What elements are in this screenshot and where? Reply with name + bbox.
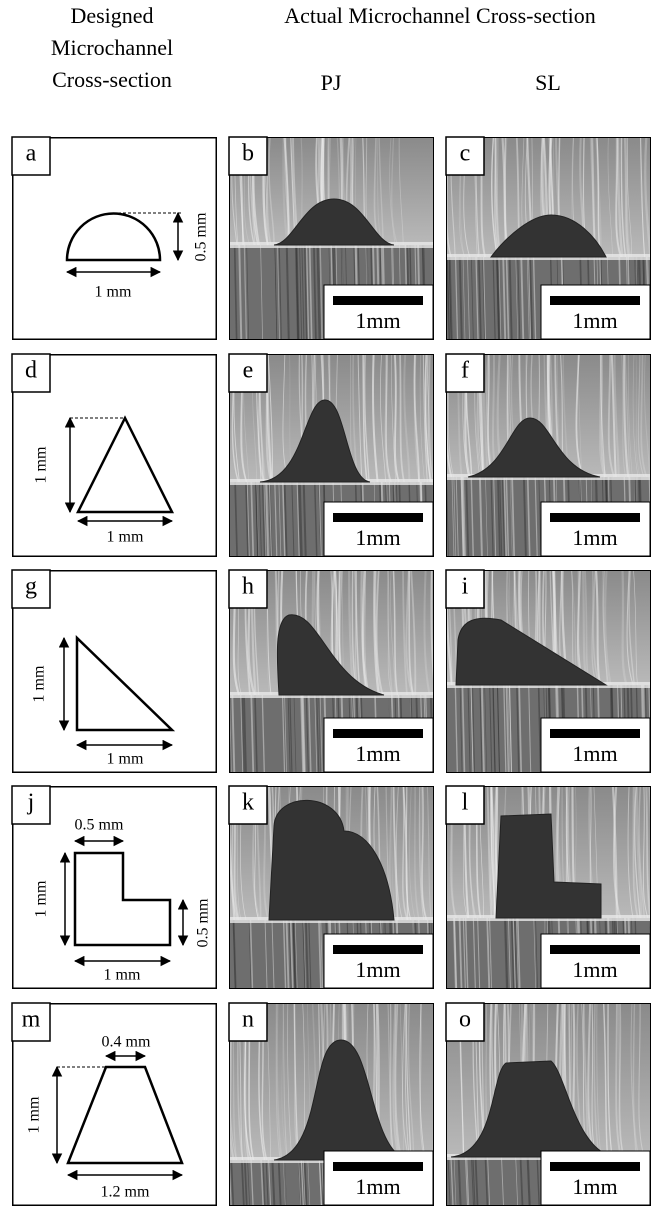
dimension-label: 1 mm <box>107 529 144 546</box>
scale-bar <box>333 729 423 738</box>
designed-panel: 0.5 mm 1 mm 0.5 mm 1 mm j <box>12 786 216 988</box>
dimension-label: 1 mm <box>31 665 48 702</box>
dimension-label: 1 mm <box>95 284 132 301</box>
scale-bar <box>333 1162 423 1171</box>
dimension-label: 1 mm <box>107 751 144 768</box>
header-designed: Designed <box>70 3 153 28</box>
dimension-label: 1 mm <box>33 446 50 483</box>
micrograph-panel: 1mm b <box>229 137 434 340</box>
scale-label: 1mm <box>355 741 400 766</box>
micrograph-panel: 1mm n <box>229 1003 435 1206</box>
scale-bar <box>333 945 423 954</box>
panel-letter: n <box>242 1007 254 1033</box>
scale-label: 1mm <box>355 308 400 333</box>
dimension-label: 0.4 mm <box>102 1034 151 1051</box>
scale-bar <box>333 296 423 305</box>
scale-label: 1mm <box>355 525 400 550</box>
figure: Designed Microchannel Cross-section Actu… <box>0 0 655 1206</box>
scale-label: 1mm <box>355 957 400 982</box>
designed-panel: 0.4 mm 1 mm 1.2 mm m <box>12 1003 216 1205</box>
panel-letter: g <box>25 574 37 600</box>
panel-letter: l <box>462 790 469 816</box>
header-designed: Microchannel <box>51 35 173 60</box>
scale-label: 1mm <box>572 525 617 550</box>
panel-letter: a <box>26 141 37 167</box>
dimension-label: 1.2 mm <box>101 1184 150 1201</box>
scale-bar <box>550 513 640 522</box>
panel-letter: e <box>243 358 254 384</box>
dimension-label: 1 mm <box>26 1096 43 1133</box>
dimension-label: 0.5 mm <box>195 898 212 947</box>
panel-letter: k <box>242 790 254 816</box>
streak <box>434 695 436 773</box>
scale-label: 1mm <box>572 1174 617 1199</box>
scale-bar <box>550 296 640 305</box>
panel-letter: o <box>459 1007 471 1033</box>
panel-letter: f <box>461 358 469 384</box>
micrograph-panel: 1mm h <box>229 570 436 773</box>
micrograph-panel: 1mm o <box>446 1003 653 1206</box>
designed-panel: 0.5 mm 1 mm a <box>12 137 216 339</box>
dimension-label: 1 mm <box>104 967 141 984</box>
scale-bar <box>550 945 640 954</box>
scale-label: 1mm <box>355 1174 400 1199</box>
scale-label: 1mm <box>572 308 617 333</box>
panel-letter: j <box>27 790 35 816</box>
micrograph-panel: 1mm l <box>446 786 653 989</box>
panel-letter: m <box>22 1007 41 1033</box>
designed-panel: 1 mm 1 mm g <box>12 570 216 772</box>
dimension-label: 1 mm <box>33 880 50 917</box>
column-label: PJ <box>321 70 342 95</box>
dimension-label: 0.5 mm <box>193 212 210 261</box>
scale-bar <box>550 1162 640 1171</box>
micrograph-panel: 1mm f <box>446 354 651 557</box>
header-designed: Cross-section <box>52 67 172 92</box>
scale-label: 1mm <box>572 957 617 982</box>
micrograph-panel: 1mm e <box>229 354 434 557</box>
designed-panel: 1 mm 1 mm d <box>12 354 216 556</box>
column-label: SL <box>535 70 561 95</box>
panel-letter: i <box>462 574 469 600</box>
scale-label: 1mm <box>572 741 617 766</box>
scale-bar <box>550 729 640 738</box>
panel-letter: c <box>460 141 471 167</box>
header-actual: Actual Microchannel Cross-section <box>284 3 596 28</box>
panel-letter: b <box>242 141 254 167</box>
panel-letter: h <box>242 574 254 600</box>
micrograph-panel: 1mm c <box>446 137 651 340</box>
scale-bar <box>333 513 423 522</box>
micrograph-panel: 1mm k <box>229 786 434 989</box>
micrograph-panel: 1mm i <box>446 570 651 773</box>
dimension-label: 0.5 mm <box>75 817 124 834</box>
panel-letter: d <box>25 358 37 384</box>
